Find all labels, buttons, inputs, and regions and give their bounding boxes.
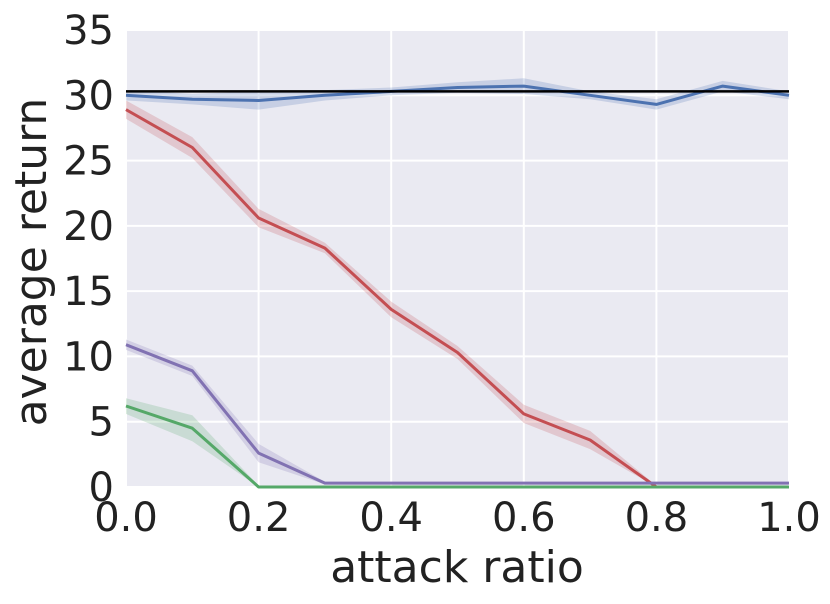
y-tick-label: 35 [63, 8, 114, 54]
x-tick-label: 0.6 [492, 495, 556, 541]
y-tick-label: 25 [63, 139, 114, 185]
y-tick-label: 10 [63, 334, 114, 380]
plot-background [126, 30, 789, 487]
x-tick-label: 0.2 [227, 495, 291, 541]
y-tick-label: 0 [89, 465, 114, 511]
series-1-band [126, 78, 789, 110]
series-1-line [125, 84, 790, 106]
x-tick-labels: 0.0 0.2 0.4 0.6 0.8 1.0 [94, 495, 821, 541]
series-3-line [125, 343, 789, 485]
series-2-band [126, 100, 789, 487]
y-tick-label: 15 [63, 269, 114, 315]
x-tick-label: 0.0 [94, 495, 158, 541]
y-tick-label: 5 [89, 400, 114, 446]
x-tick-label: 1.0 [757, 495, 821, 541]
confidence-bands [126, 78, 789, 487]
y-tick-label: 20 [63, 204, 114, 250]
x-tick-label: 0.8 [625, 495, 689, 541]
x-axis-label: attack ratio [330, 542, 584, 593]
y-tick-label: 30 [63, 73, 114, 119]
series-4-line [125, 404, 789, 489]
series-lines [125, 84, 790, 489]
grid-lines [125, 29, 790, 488]
y-axis-label: average return [6, 98, 57, 427]
x-tick-label: 0.4 [359, 495, 423, 541]
y-tick-labels: 0 5 10 15 20 25 30 35 [63, 8, 114, 511]
